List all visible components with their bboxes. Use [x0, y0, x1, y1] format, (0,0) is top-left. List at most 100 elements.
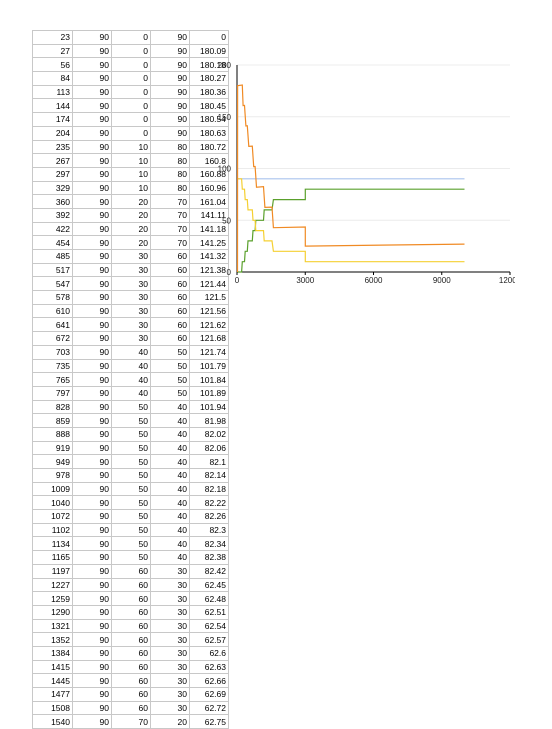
table-cell[interactable]: 30: [150, 687, 190, 702]
table-cell[interactable]: 0: [111, 98, 151, 114]
table-cell[interactable]: 70: [150, 221, 190, 237]
table-cell[interactable]: 121.56: [189, 303, 229, 319]
table-cell[interactable]: 80: [150, 166, 190, 182]
table-cell[interactable]: 547: [32, 276, 73, 292]
table-cell[interactable]: 40: [150, 399, 190, 415]
table-cell[interactable]: 30: [150, 563, 190, 579]
table-cell[interactable]: 144: [32, 98, 73, 114]
table-cell[interactable]: 160.96: [189, 180, 229, 196]
table-cell[interactable]: 1072: [32, 509, 73, 524]
table-cell[interactable]: 30: [111, 303, 151, 319]
table-cell[interactable]: 641: [32, 317, 73, 333]
table-cell[interactable]: 90: [72, 221, 112, 237]
table-cell[interactable]: 10: [111, 166, 151, 182]
table-cell[interactable]: 121.62: [189, 317, 229, 333]
table-cell[interactable]: 101.84: [189, 372, 229, 387]
table-cell[interactable]: 50: [111, 440, 151, 456]
table-cell[interactable]: 1165: [32, 550, 73, 565]
table-cell[interactable]: 90: [72, 317, 112, 333]
table-cell[interactable]: 30: [111, 317, 151, 333]
table-cell[interactable]: 90: [72, 645, 112, 661]
table-cell[interactable]: 30: [150, 700, 190, 716]
table-cell[interactable]: 1508: [32, 700, 73, 716]
table-cell[interactable]: 60: [111, 604, 151, 620]
table-cell[interactable]: 40: [150, 454, 190, 469]
table-cell[interactable]: 82.06: [189, 440, 229, 456]
table-cell[interactable]: 90: [72, 43, 112, 59]
table-cell[interactable]: 888: [32, 426, 73, 442]
table-cell[interactable]: 101.89: [189, 385, 229, 401]
table-cell[interactable]: 90: [72, 522, 112, 538]
table-cell[interactable]: 1197: [32, 563, 73, 579]
table-cell[interactable]: 90: [72, 207, 112, 223]
table-cell[interactable]: 90: [72, 344, 112, 360]
table-cell[interactable]: 60: [150, 290, 190, 305]
table-cell[interactable]: 90: [150, 112, 190, 127]
table-cell[interactable]: 517: [32, 262, 73, 278]
table-cell[interactable]: 40: [150, 509, 190, 524]
table-cell[interactable]: 82.26: [189, 509, 229, 524]
table-cell[interactable]: 90: [72, 84, 112, 100]
table-cell[interactable]: 62.45: [189, 577, 229, 593]
table-cell[interactable]: 50: [111, 550, 151, 565]
table-cell[interactable]: 62.6: [189, 645, 229, 661]
table-cell[interactable]: 1290: [32, 604, 73, 620]
table-cell[interactable]: 60: [111, 659, 151, 675]
table-cell[interactable]: 90: [72, 290, 112, 305]
table-cell[interactable]: 90: [72, 440, 112, 456]
table-cell[interactable]: 0: [111, 43, 151, 59]
table-cell[interactable]: 20: [111, 194, 151, 209]
table-cell[interactable]: 0: [189, 30, 229, 45]
table-cell[interactable]: 141.18: [189, 221, 229, 237]
table-cell[interactable]: 81.98: [189, 413, 229, 428]
table-cell[interactable]: 40: [150, 522, 190, 538]
table-cell[interactable]: 30: [150, 591, 190, 606]
table-cell[interactable]: 90: [72, 71, 112, 86]
table-cell[interactable]: 84: [32, 71, 73, 86]
table-cell[interactable]: 90: [150, 30, 190, 45]
table-cell[interactable]: 1445: [32, 673, 73, 688]
table-cell[interactable]: 90: [150, 71, 190, 86]
table-cell[interactable]: 50: [111, 481, 151, 497]
table-cell[interactable]: 90: [72, 495, 112, 511]
table-cell[interactable]: 50: [111, 413, 151, 428]
table-cell[interactable]: 90: [72, 481, 112, 497]
table-cell[interactable]: 60: [150, 303, 190, 319]
table-cell[interactable]: 90: [72, 166, 112, 182]
table-cell[interactable]: 70: [150, 235, 190, 250]
table-cell[interactable]: 1227: [32, 577, 73, 593]
table-cell[interactable]: 30: [150, 632, 190, 647]
table-cell[interactable]: 50: [111, 495, 151, 511]
table-cell[interactable]: 70: [150, 194, 190, 209]
table-cell[interactable]: 90: [72, 372, 112, 387]
table-cell[interactable]: 62.63: [189, 659, 229, 675]
table-cell[interactable]: 1040: [32, 495, 73, 511]
table-cell[interactable]: 329: [32, 180, 73, 196]
table-cell[interactable]: 40: [111, 344, 151, 360]
table-cell[interactable]: 60: [111, 591, 151, 606]
table-cell[interactable]: 90: [150, 43, 190, 59]
table-cell[interactable]: 60: [150, 276, 190, 292]
table-cell[interactable]: 10: [111, 180, 151, 196]
table-cell[interactable]: 82.18: [189, 481, 229, 497]
table-cell[interactable]: 60: [111, 673, 151, 688]
table-cell[interactable]: 40: [150, 550, 190, 565]
table-cell[interactable]: 90: [72, 153, 112, 168]
table-cell[interactable]: 392: [32, 207, 73, 223]
table-cell[interactable]: 90: [150, 125, 190, 141]
table-cell[interactable]: 10: [111, 153, 151, 168]
table-cell[interactable]: 90: [150, 98, 190, 114]
table-cell[interactable]: 90: [72, 687, 112, 702]
table-cell[interactable]: 40: [111, 385, 151, 401]
table-cell[interactable]: 1384: [32, 645, 73, 661]
table-cell[interactable]: 10: [111, 139, 151, 155]
table-cell[interactable]: 1540: [32, 714, 73, 729]
table-cell[interactable]: 949: [32, 454, 73, 469]
table-cell[interactable]: 90: [72, 509, 112, 524]
table-cell[interactable]: 90: [72, 385, 112, 401]
table-cell[interactable]: 60: [150, 262, 190, 278]
table-cell[interactable]: 90: [72, 604, 112, 620]
table-cell[interactable]: 60: [111, 618, 151, 634]
table-cell[interactable]: 60: [111, 577, 151, 593]
table-cell[interactable]: 90: [72, 413, 112, 428]
